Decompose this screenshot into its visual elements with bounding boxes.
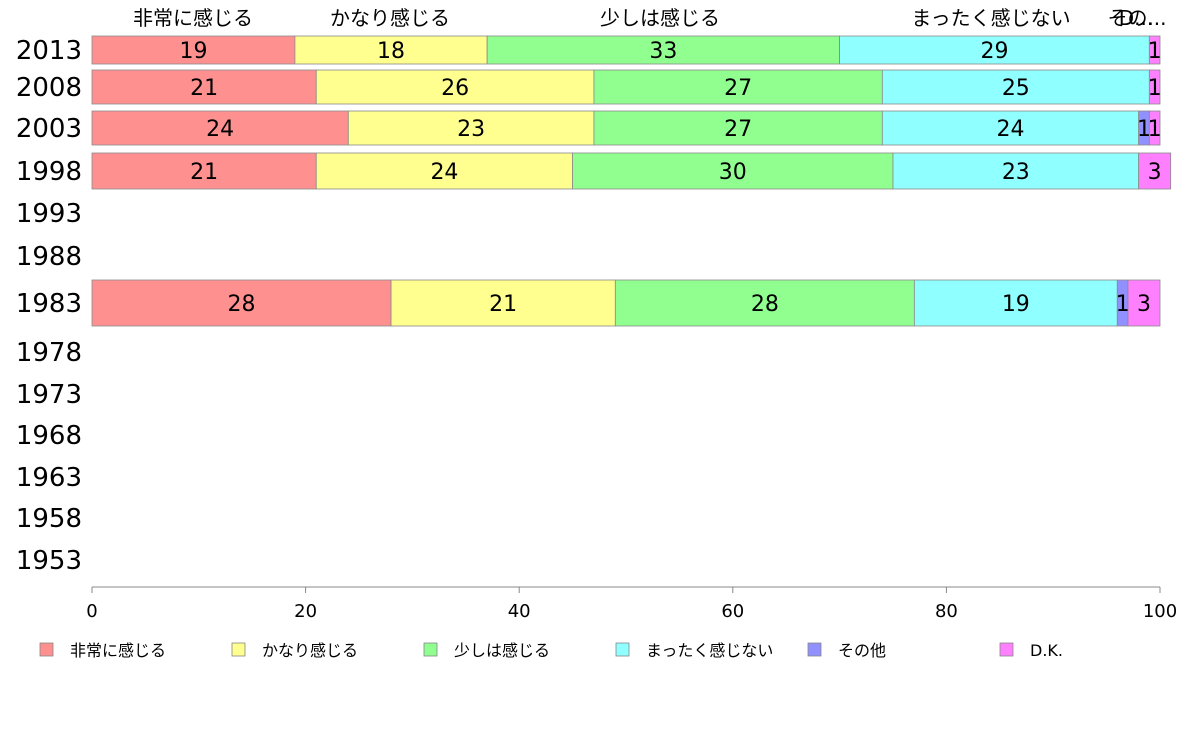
legend-label: 非常に感じる [70, 641, 166, 660]
top-series-label: D... [1119, 6, 1153, 30]
legend-swatch [807, 642, 822, 657]
year-label: 1963 [16, 463, 82, 493]
bar-segment [614, 279, 915, 327]
bar-value-label: 3 [1137, 292, 1151, 317]
bar-value-label: 29 [980, 39, 1008, 64]
bar-segment [315, 152, 574, 190]
bar-value-label: 23 [1002, 160, 1030, 185]
bar-segment [486, 35, 841, 65]
bar-segment [593, 69, 883, 105]
bar-value-label: 1 [1148, 39, 1162, 64]
x-tick-label: 60 [721, 601, 744, 622]
x-tick-label: 0 [86, 601, 97, 622]
bar-value-label: 1 [1148, 117, 1162, 142]
legend-swatch [615, 642, 630, 657]
top-series-label: まったく感じない [911, 6, 1070, 30]
year-label: 1968 [16, 421, 82, 451]
year-label: 1953 [16, 546, 82, 576]
x-tick-label: 20 [294, 601, 317, 622]
x-tick-label: 80 [935, 601, 958, 622]
bar-value-label: 24 [206, 117, 234, 142]
top-series-label: かなり感じる [330, 6, 450, 30]
year-label: 2013 [16, 36, 82, 66]
bar-segment [1148, 35, 1161, 65]
bar-segment [1138, 152, 1172, 190]
bar-segment [390, 279, 616, 327]
bar-value-label: 33 [649, 39, 677, 64]
bar-segment [91, 69, 317, 105]
bar-value-label: 24 [996, 117, 1024, 142]
bar-value-label: 27 [724, 117, 752, 142]
bar-segment [593, 110, 883, 146]
bar-segment [572, 152, 894, 190]
x-tick-label: 40 [508, 601, 531, 622]
bar-value-label: 24 [430, 160, 458, 185]
top-series-label: 少しは感じる [600, 6, 720, 30]
year-label: 2008 [16, 73, 82, 103]
bar-value-label: 23 [457, 117, 485, 142]
bar-value-label: 1 [1137, 117, 1151, 142]
bar-segment [1127, 279, 1161, 327]
bar-segment [91, 35, 296, 65]
bar-segment [881, 69, 1150, 105]
bar-value-label: 26 [441, 76, 469, 101]
legend-label: D.K. [1030, 641, 1063, 660]
bar-value-label: 25 [1002, 76, 1030, 101]
top-series-label: その... [1107, 6, 1166, 30]
legend-label: かなり感じる [262, 641, 358, 660]
year-label: 1983 [16, 289, 82, 319]
year-label: 1988 [16, 242, 82, 272]
bar-value-label: 21 [190, 160, 218, 185]
year-label: 1973 [16, 380, 82, 410]
bar-segment [881, 110, 1140, 146]
year-label: 2003 [16, 114, 82, 144]
bar-segment [913, 279, 1118, 327]
bar-value-label: 21 [190, 76, 218, 101]
bar-value-label: 30 [719, 160, 747, 185]
bar-segment [892, 152, 1140, 190]
bar-value-label: 27 [724, 76, 752, 101]
top-series-label: 非常に感じる [133, 6, 253, 30]
legend-swatch [423, 642, 438, 657]
bar-value-label: 1 [1116, 292, 1130, 317]
bar-segment [1148, 110, 1161, 146]
x-tick-label: 100 [1143, 601, 1177, 622]
bar-value-label: 28 [228, 292, 256, 317]
year-label: 1998 [16, 157, 82, 187]
bar-value-label: 21 [489, 292, 517, 317]
year-label: 1978 [16, 338, 82, 368]
legend-label: まったく感じない [646, 641, 773, 660]
bar-value-label: 19 [179, 39, 207, 64]
legend-label: 少しは感じる [454, 641, 550, 660]
bar-value-label: 28 [751, 292, 779, 317]
legend-swatch [999, 642, 1014, 657]
year-label: 1958 [16, 504, 82, 534]
bar-value-label: 1 [1148, 76, 1162, 101]
bar-segment [294, 35, 488, 65]
bar-segment [315, 69, 595, 105]
bar-value-label: 18 [377, 39, 405, 64]
bar-segment [1148, 69, 1161, 105]
bar-segment [347, 110, 595, 146]
bar-value-label: 3 [1148, 160, 1162, 185]
legend-swatch [231, 642, 246, 657]
legend-swatch [39, 642, 54, 657]
legend-label: その他 [838, 641, 886, 660]
year-label: 1993 [16, 199, 82, 229]
bar-segment [91, 279, 392, 327]
bar-segment [91, 152, 317, 190]
bar-segment [91, 110, 349, 146]
bar-value-label: 19 [1002, 292, 1030, 317]
bar-segment [839, 35, 1150, 65]
